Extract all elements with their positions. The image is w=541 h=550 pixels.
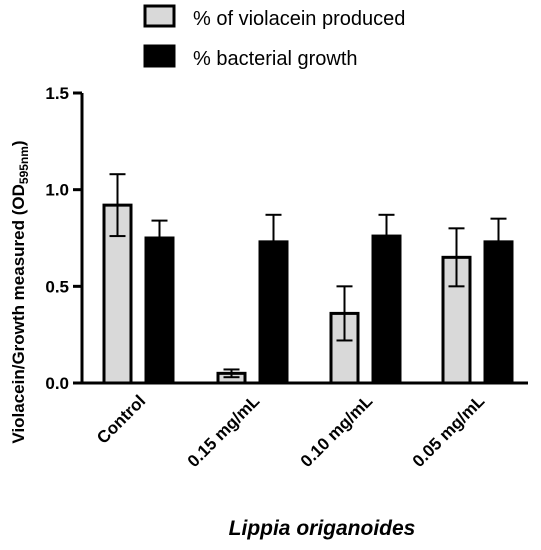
bar-growth <box>144 236 175 385</box>
legend-label-growth: % bacterial growth <box>193 48 358 70</box>
legend: % of violacein produced % bacterial grow… <box>143 4 405 70</box>
y-axis: 0.0 0.5 1.0 1.5 <box>45 84 84 393</box>
y-tick-label: 1.5 <box>45 84 69 103</box>
bars <box>102 203 514 385</box>
y-axis-title-close: ) <box>9 140 28 146</box>
x-tick-label: Control <box>93 391 149 447</box>
error-bars <box>109 173 507 379</box>
x-axis-title: Lippia origanoides <box>229 517 416 540</box>
y-axis-title-main: Violacein/Growth measured (OD <box>9 184 28 443</box>
y-tick-label: 1.0 <box>45 181 69 200</box>
x-tick-label: 0.15 mg/mL <box>184 391 264 471</box>
legend-label-violacein: % of violacein produced <box>193 8 405 30</box>
y-axis-title-subscript: 595nm <box>17 146 31 184</box>
legend-swatch-violacein <box>143 4 176 28</box>
x-tick-label: 0.10 mg/mL <box>297 391 377 471</box>
legend-swatch-growth <box>143 44 176 68</box>
y-tick-label: 0.5 <box>45 277 69 296</box>
x-tick-labels: Control 0.15 mg/mL 0.10 mg/mL 0.05 mg/mL <box>93 391 488 471</box>
x-tick-label: 0.05 mg/mL <box>409 391 489 471</box>
y-axis-title: Violacein/Growth measured (OD595nm) <box>9 140 31 443</box>
y-tick-label: 0.0 <box>45 374 69 393</box>
